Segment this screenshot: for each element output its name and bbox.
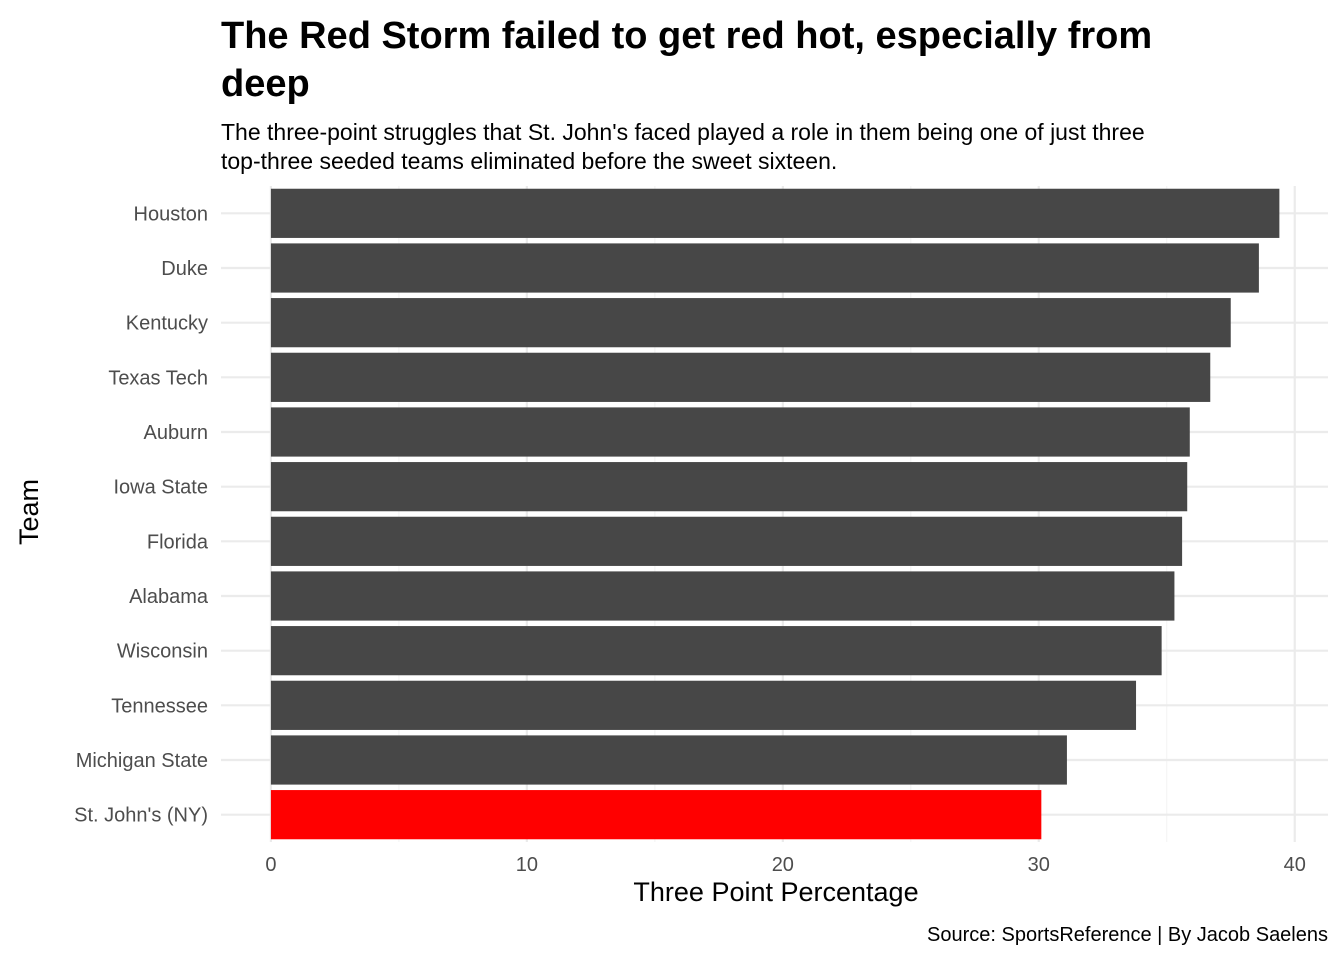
bar-duke <box>270 243 1259 293</box>
bar-alabama <box>270 571 1175 621</box>
y-tick-label: Houston <box>134 203 209 225</box>
bar-tennessee <box>270 680 1137 730</box>
bar-iowa-state <box>270 462 1188 512</box>
bar-auburn <box>270 407 1190 457</box>
bar-kentucky <box>270 298 1231 348</box>
chart-title-line-2: deep <box>221 63 310 105</box>
chart-subtitle-line-2: top-three seeded teams eliminated before… <box>221 148 837 174</box>
bar-st-john-s-ny <box>270 790 1042 840</box>
y-axis-title: Team <box>14 479 44 545</box>
y-tick-label: Auburn <box>144 422 209 444</box>
chart-subtitle-line-1: The three-point struggles that St. John'… <box>221 119 1145 145</box>
y-tick-label: Tennessee <box>111 695 208 717</box>
x-tick-label: 10 <box>516 854 538 876</box>
x-tick-label: 20 <box>772 854 794 876</box>
bar-michigan-state <box>270 735 1067 785</box>
bar-texas-tech <box>270 352 1211 402</box>
chart-title-line-1: The Red Storm failed to get red hot, esp… <box>221 15 1152 57</box>
x-tick-label: 40 <box>1284 854 1306 876</box>
x-tick-label: 0 <box>265 854 276 876</box>
bar-houston <box>270 188 1280 238</box>
bars <box>270 188 1280 840</box>
y-tick-label: Kentucky <box>126 313 208 335</box>
y-tick-label: Wisconsin <box>117 641 208 663</box>
y-tick-label: Michigan State <box>76 750 208 772</box>
bar-florida <box>270 516 1183 566</box>
chart-caption: Source: SportsReference | By Jacob Saele… <box>927 924 1328 946</box>
bar-wisconsin <box>270 626 1162 676</box>
x-tick-labels: 0 10 20 30 40 <box>265 854 1306 876</box>
y-tick-label: Florida <box>147 531 209 553</box>
x-tick-label: 30 <box>1028 854 1050 876</box>
x-axis-title: Three Point Percentage <box>633 877 918 907</box>
y-tick-label: Alabama <box>129 586 209 608</box>
y-tick-label: Iowa State <box>113 477 208 499</box>
y-tick-labels: Houston Duke Kentucky Texas Tech Auburn Iowa … <box>74 203 209 826</box>
y-tick-label: Duke <box>161 258 208 280</box>
y-tick-label: Texas Tech <box>108 367 208 389</box>
y-tick-label: St. John's (NY) <box>74 805 208 827</box>
